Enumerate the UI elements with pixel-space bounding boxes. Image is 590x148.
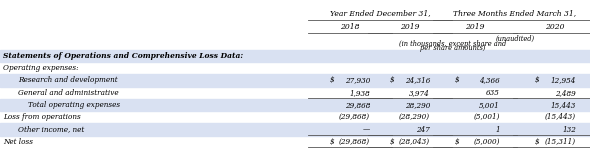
Text: Three Months Ended March 31,: Three Months Ended March 31, <box>454 9 576 17</box>
Text: Loss from operations: Loss from operations <box>3 113 81 121</box>
Text: 24,316: 24,316 <box>405 76 430 84</box>
Text: 28,290: 28,290 <box>405 101 430 109</box>
Text: (29,868): (29,868) <box>339 113 370 121</box>
Text: (28,043): (28,043) <box>399 138 430 146</box>
Text: 635: 635 <box>486 89 500 97</box>
Text: Year Ended December 31,: Year Ended December 31, <box>330 9 430 17</box>
Text: $: $ <box>330 138 335 146</box>
Text: 132: 132 <box>562 126 576 134</box>
Text: (15,311): (15,311) <box>545 138 576 146</box>
Text: 12,954: 12,954 <box>550 76 576 84</box>
Bar <box>0 123 590 136</box>
Text: $: $ <box>330 76 335 84</box>
Text: 4,366: 4,366 <box>479 76 500 84</box>
Bar <box>0 50 590 62</box>
Text: $: $ <box>390 76 395 84</box>
Text: 2018: 2018 <box>340 23 360 31</box>
Text: 15,443: 15,443 <box>550 101 576 109</box>
Text: $: $ <box>535 138 540 146</box>
Text: 2020: 2020 <box>545 23 565 31</box>
Bar <box>0 99 590 111</box>
Text: 1: 1 <box>496 126 500 134</box>
Text: 2019: 2019 <box>466 23 485 31</box>
Text: 3,974: 3,974 <box>409 89 430 97</box>
Bar <box>0 74 590 87</box>
Text: 29,868: 29,868 <box>345 101 370 109</box>
Text: Research and development: Research and development <box>18 76 117 84</box>
Text: 5,001: 5,001 <box>479 101 500 109</box>
Text: 2,489: 2,489 <box>555 89 576 97</box>
Text: 27,930: 27,930 <box>345 76 370 84</box>
Text: 2019: 2019 <box>400 23 419 31</box>
Text: (5,001): (5,001) <box>474 113 500 121</box>
Text: $: $ <box>455 138 460 146</box>
Text: (15,443): (15,443) <box>545 113 576 121</box>
Text: per share amounts): per share amounts) <box>419 45 485 53</box>
Text: 1,938: 1,938 <box>349 89 370 97</box>
Text: (5,000): (5,000) <box>474 138 500 146</box>
Text: (29,868): (29,868) <box>339 138 370 146</box>
Text: 247: 247 <box>416 126 430 134</box>
Text: —: — <box>363 126 370 134</box>
Text: Total operating expenses: Total operating expenses <box>28 101 120 109</box>
Text: $: $ <box>390 138 395 146</box>
Text: Operating expenses:: Operating expenses: <box>3 64 78 72</box>
Text: General and administrative: General and administrative <box>18 89 119 97</box>
Text: (28,290): (28,290) <box>399 113 430 121</box>
Text: $: $ <box>535 76 540 84</box>
Text: (unaudited): (unaudited) <box>496 35 535 43</box>
Text: Other income, net: Other income, net <box>18 126 84 134</box>
Text: (in thousands, except share and: (in thousands, except share and <box>399 40 506 48</box>
Text: $: $ <box>455 76 460 84</box>
Text: Net loss: Net loss <box>3 138 33 146</box>
Text: Statements of Operations and Comprehensive Loss Data:: Statements of Operations and Comprehensi… <box>3 52 243 60</box>
